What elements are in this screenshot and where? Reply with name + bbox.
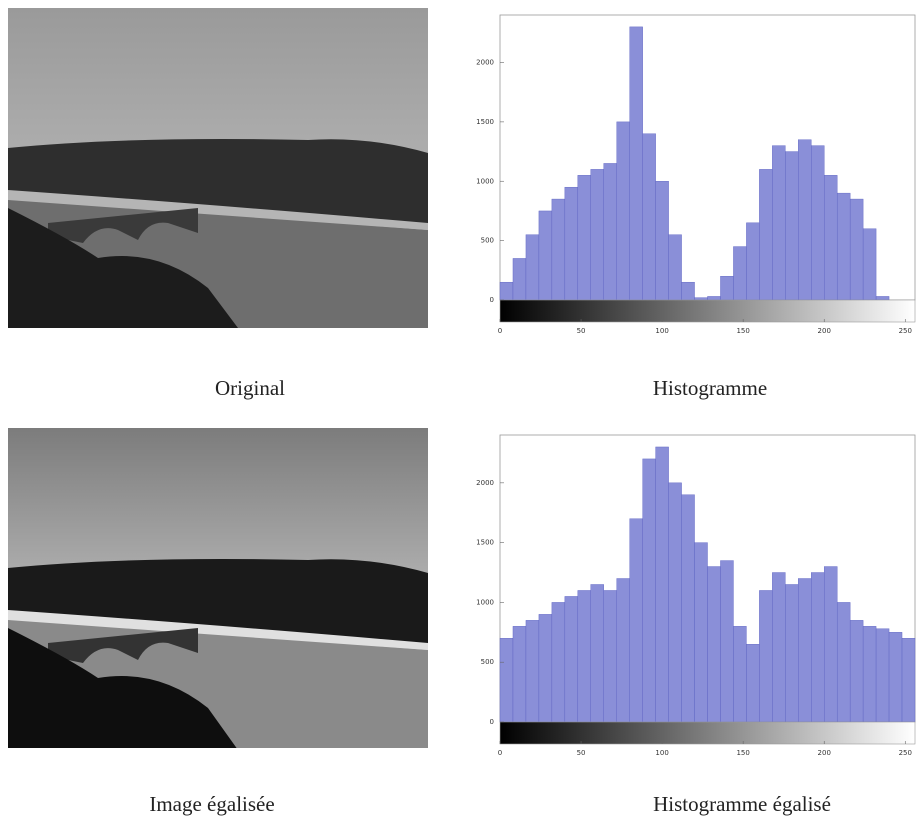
histogram-bar	[811, 146, 824, 300]
histogram-bar	[746, 644, 759, 722]
x-tick-label: 0	[498, 749, 502, 757]
histogram-bar	[552, 602, 565, 722]
colorbar	[500, 300, 915, 322]
histogram-bar	[565, 596, 578, 722]
y-tick-label: 1500	[476, 118, 494, 126]
histogram-bar	[656, 447, 669, 722]
histogram-bar	[617, 122, 630, 300]
histogram-bar	[578, 175, 591, 300]
histogram-bar	[695, 543, 708, 722]
x-tick-label: 50	[577, 749, 586, 757]
histogram-bar	[682, 495, 695, 722]
histogram-bar	[850, 199, 863, 300]
histogram-bar	[798, 140, 811, 300]
histogram-bar	[591, 169, 604, 300]
histogram-bar	[902, 638, 915, 722]
x-tick-label: 100	[655, 749, 668, 757]
histogram-bar	[552, 199, 565, 300]
x-tick-label: 0	[498, 327, 502, 335]
equalized-photo	[8, 428, 428, 750]
histogram-bar	[876, 296, 889, 300]
histogram-bar	[772, 146, 785, 300]
histogram-bar	[578, 590, 591, 722]
histogram-bar	[772, 573, 785, 722]
y-tick-label: 0	[490, 718, 494, 726]
y-tick-label: 2000	[476, 479, 494, 487]
histogram-bar	[643, 459, 656, 722]
y-tick-label: 1000	[476, 177, 494, 185]
histogram-bar	[617, 579, 630, 723]
caption: Histogramme	[653, 376, 767, 400]
histogram-bar	[889, 632, 902, 722]
histogram-bar	[720, 276, 733, 300]
histogram-bar	[539, 211, 552, 300]
histogram-bar	[513, 258, 526, 300]
histogram-bar	[513, 626, 526, 722]
y-tick-label: 1500	[476, 539, 494, 547]
histogram-bar	[656, 181, 669, 300]
x-tick-label: 200	[818, 327, 831, 335]
histogram-bar	[669, 483, 682, 722]
histogram-bar	[759, 590, 772, 722]
y-tick-label: 500	[481, 658, 494, 666]
y-tick-label: 2000	[476, 59, 494, 67]
histogram-bar	[837, 193, 850, 300]
x-tick-label: 250	[899, 327, 912, 335]
colorbar	[500, 722, 915, 744]
histogram-bar	[565, 187, 578, 300]
histogram-bar	[837, 602, 850, 722]
histogram-bar	[643, 134, 656, 300]
histogram-bar	[824, 175, 837, 300]
histogram-bar	[746, 223, 759, 300]
histogram-bar	[604, 163, 617, 300]
x-tick-label: 100	[655, 327, 668, 335]
histogram-bar	[811, 573, 824, 722]
histogram-bar	[876, 629, 889, 722]
x-tick-label: 150	[736, 749, 749, 757]
histogram-bar	[824, 567, 837, 722]
histogram-bar	[733, 247, 746, 300]
histogram-bar	[785, 584, 798, 722]
histogram-bar	[526, 235, 539, 300]
figure: Original Histogramme Image égalisée Hist…	[0, 0, 919, 823]
y-tick-label: 1000	[476, 598, 494, 606]
x-tick-label: 250	[899, 749, 912, 757]
histogram-bar	[500, 638, 513, 722]
caption: Image égalisée	[149, 792, 274, 816]
caption: Original	[215, 376, 285, 400]
histogram-bar	[863, 229, 876, 300]
histogram-bar	[630, 27, 643, 300]
original-photo	[8, 8, 428, 328]
histogram-bar	[708, 296, 721, 300]
histogram-bar	[863, 626, 876, 722]
histogram-bar	[759, 169, 772, 300]
histogram-bar	[669, 235, 682, 300]
y-tick-label: 0	[490, 296, 494, 304]
x-tick-label: 200	[818, 749, 831, 757]
histogram-bar	[630, 519, 643, 722]
histogram-bar	[708, 567, 721, 722]
histogram-bar	[850, 620, 863, 722]
histogram-bar	[591, 584, 604, 722]
histogram-bar	[720, 561, 733, 722]
histogram-bar	[798, 579, 811, 723]
histogram-bar	[733, 626, 746, 722]
histogram-bar	[604, 590, 617, 722]
histogram-bar	[526, 620, 539, 722]
x-tick-label: 150	[736, 327, 749, 335]
histogram-bar	[539, 614, 552, 722]
histogram-bar	[695, 298, 708, 300]
x-tick-label: 50	[577, 327, 586, 335]
histogram-bar	[500, 282, 513, 300]
caption: Histogramme égalisé	[653, 792, 831, 816]
y-tick-label: 500	[481, 237, 494, 245]
histogram-bar	[682, 282, 695, 300]
histogram-bar	[785, 152, 798, 300]
